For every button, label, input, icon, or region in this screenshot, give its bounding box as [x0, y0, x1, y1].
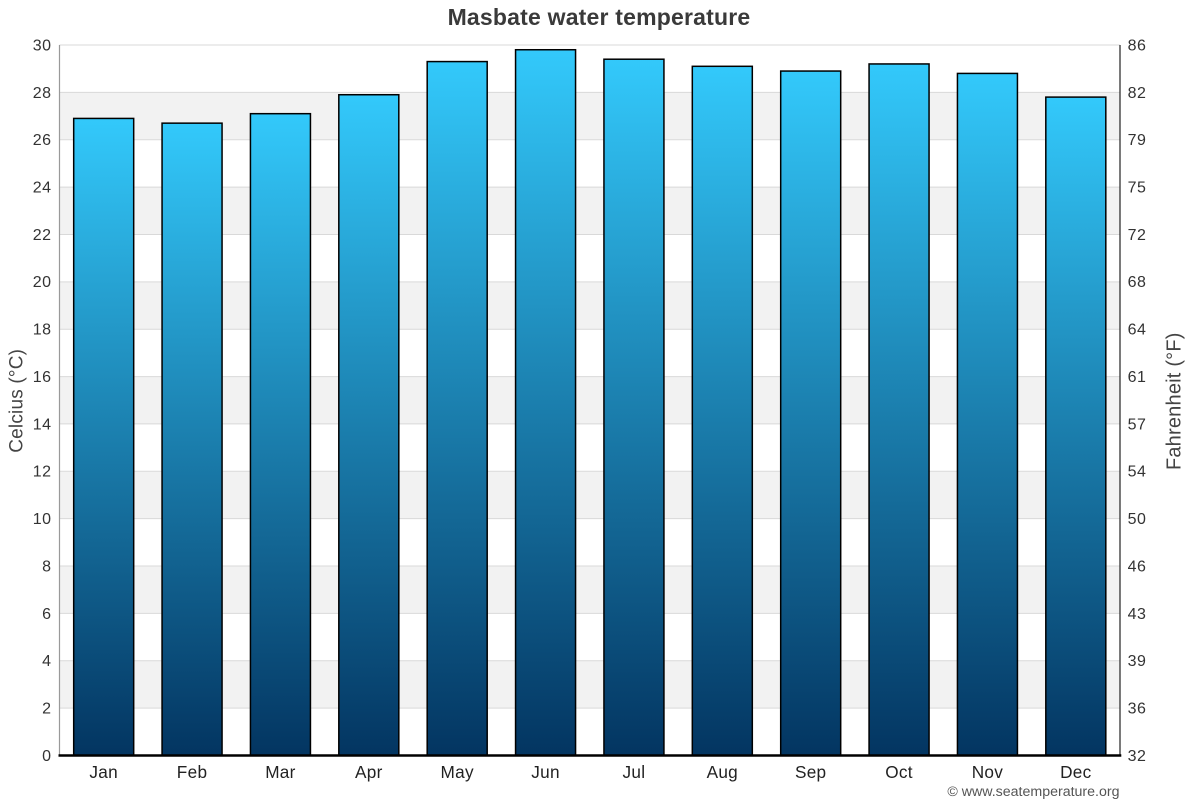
svg-text:Nov: Nov [972, 762, 1004, 782]
svg-text:86: 86 [1128, 37, 1147, 54]
svg-text:Jun: Jun [531, 762, 560, 782]
svg-text:46: 46 [1128, 558, 1147, 575]
svg-text:22: 22 [33, 227, 52, 244]
svg-text:Jul: Jul [623, 762, 646, 782]
svg-text:12: 12 [33, 464, 52, 481]
svg-text:Sep: Sep [795, 762, 826, 782]
svg-text:61: 61 [1128, 369, 1147, 386]
svg-text:57: 57 [1128, 416, 1147, 433]
svg-text:© www.seatemperature.org: © www.seatemperature.org [947, 784, 1119, 800]
svg-text:10: 10 [33, 511, 52, 528]
svg-text:18: 18 [33, 322, 52, 339]
svg-text:32: 32 [1128, 748, 1147, 765]
svg-text:Aug: Aug [707, 762, 738, 782]
svg-text:Dec: Dec [1060, 762, 1092, 782]
svg-text:Jan: Jan [89, 762, 118, 782]
svg-text:0: 0 [42, 748, 51, 765]
svg-text:May: May [441, 762, 474, 782]
svg-text:75: 75 [1128, 180, 1147, 197]
svg-text:Celcius (°C): Celcius (°C) [6, 349, 27, 453]
svg-text:8: 8 [42, 558, 51, 575]
svg-text:50: 50 [1128, 511, 1147, 528]
svg-text:14: 14 [33, 416, 52, 433]
svg-text:Fahrenheit (°F): Fahrenheit (°F) [1164, 332, 1186, 470]
svg-text:Masbate water temperature: Masbate water temperature [448, 4, 751, 30]
svg-text:4: 4 [42, 653, 51, 670]
svg-text:24: 24 [33, 180, 52, 197]
svg-text:54: 54 [1128, 464, 1147, 481]
svg-text:79: 79 [1128, 132, 1147, 149]
svg-text:39: 39 [1128, 653, 1147, 670]
svg-text:20: 20 [33, 274, 52, 291]
svg-text:Mar: Mar [265, 762, 296, 782]
svg-text:82: 82 [1128, 85, 1147, 102]
svg-text:6: 6 [42, 606, 51, 623]
svg-text:72: 72 [1128, 227, 1147, 244]
svg-text:Apr: Apr [355, 762, 383, 782]
svg-text:36: 36 [1128, 701, 1147, 718]
svg-text:68: 68 [1128, 274, 1147, 291]
svg-text:Oct: Oct [885, 762, 913, 782]
svg-text:26: 26 [33, 132, 52, 149]
svg-text:Feb: Feb [177, 762, 208, 782]
svg-text:16: 16 [33, 369, 52, 386]
svg-text:64: 64 [1128, 322, 1147, 339]
svg-text:28: 28 [33, 85, 52, 102]
svg-text:2: 2 [42, 701, 51, 718]
svg-text:43: 43 [1128, 606, 1147, 623]
svg-text:30: 30 [33, 37, 52, 54]
